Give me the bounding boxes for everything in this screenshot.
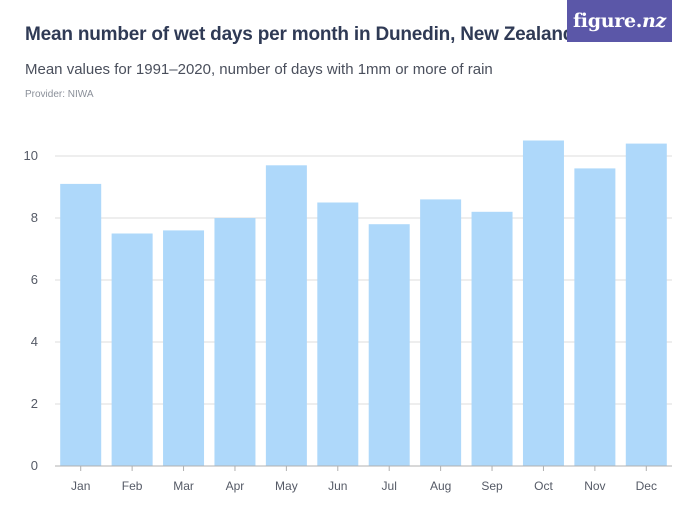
figure-nz-logo[interactable]: figure. nz [567,0,672,42]
y-tick-label: 6 [31,272,38,287]
x-tick-label: Jul [382,479,397,493]
bar-feb[interactable] [111,233,153,467]
bar-jan[interactable] [60,183,102,466]
x-tick-label: Sep [481,479,503,493]
chart-subtitle: Mean values for 1991–2020, number of day… [25,61,493,78]
bar-apr[interactable] [214,218,256,466]
y-tick-label: 2 [31,396,38,411]
bar-dec[interactable] [625,143,667,466]
x-tick-label: Oct [534,479,553,493]
y-tick-label: 4 [31,334,38,349]
bar-sep[interactable] [471,211,513,466]
data-provider: Provider: NIWA [25,89,94,100]
bar-aug[interactable] [420,199,462,466]
x-tick-label: Jun [328,479,347,493]
logo-text-suffix: nz [642,10,667,32]
x-tick-label: Apr [226,479,245,493]
x-tick-label: Dec [636,479,657,493]
x-tick-label: Mar [173,479,194,493]
x-tick-label: Feb [122,479,143,493]
x-axis [55,465,672,471]
bars [60,140,667,467]
bar-may[interactable] [265,165,307,467]
bar-mar[interactable] [163,230,205,466]
logo-text-main: figure. [572,10,643,32]
bar-jun[interactable] [317,202,359,467]
chart-title: Mean number of wet days per month in Dun… [25,24,575,45]
x-axis-ticks: Jan Feb Mar Apr May Jun Jul Aug Sep Oct Nov Dec [71,479,657,493]
y-tick-label: 8 [31,210,38,225]
y-tick-label: 10 [24,148,38,163]
gridlines [55,155,672,405]
x-tick-label: May [275,479,298,493]
y-axis-ticks: 0 2 4 6 8 10 [24,148,38,473]
bar-jul[interactable] [368,224,410,466]
y-tick-label: 0 [31,458,38,473]
x-tick-label: Jan [71,479,90,493]
x-tick-label: Nov [584,479,605,493]
bar-nov[interactable] [574,168,616,466]
x-tick-label: Aug [430,479,451,493]
bar-oct[interactable] [522,140,564,467]
